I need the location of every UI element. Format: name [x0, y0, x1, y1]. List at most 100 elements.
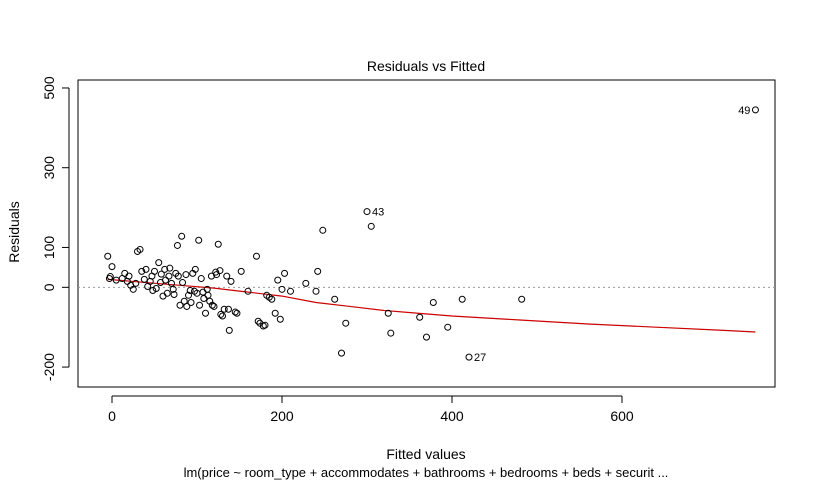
- data-point: [225, 326, 233, 334]
- y-tick-label: -200: [41, 353, 57, 381]
- data-point: [151, 267, 158, 275]
- data-point: [207, 272, 215, 280]
- y-tick-label: 100: [41, 236, 57, 260]
- point-labels: 49 43 27: [372, 105, 750, 364]
- data-point: [302, 279, 310, 287]
- data-point: [174, 272, 182, 280]
- data-point: [224, 305, 232, 313]
- data-point: [196, 301, 204, 309]
- data-point: [458, 295, 466, 303]
- data-point: [165, 272, 173, 280]
- data-point: [121, 269, 129, 277]
- data-point: [276, 315, 284, 323]
- data-point: [271, 309, 279, 317]
- chart-title: Residuals vs Fitted: [367, 58, 485, 74]
- data-point: [237, 267, 245, 275]
- data-point: [278, 285, 286, 293]
- data-point: [312, 287, 320, 295]
- y-axis-label: Residuals: [6, 201, 22, 262]
- plot-frame: [77, 79, 776, 388]
- data-point: [342, 319, 350, 327]
- data-point: [106, 273, 114, 281]
- data-point: [142, 265, 150, 273]
- data-point: [518, 295, 526, 303]
- data-point: [159, 292, 167, 300]
- data-point: [176, 301, 184, 309]
- data-point: [416, 313, 424, 321]
- data-point: [751, 106, 759, 114]
- data-point: [166, 264, 174, 272]
- data-point: [268, 295, 276, 303]
- data-point: [387, 329, 395, 337]
- data-point: [187, 298, 195, 306]
- data-point: [157, 270, 165, 278]
- data-point: [423, 333, 430, 341]
- data-point: [138, 267, 146, 275]
- data-point: [223, 272, 231, 280]
- data-point: [219, 312, 226, 320]
- data-point: [244, 287, 252, 295]
- data-point: [108, 263, 116, 271]
- data-point: [162, 276, 170, 284]
- data-point: [204, 291, 212, 299]
- data-point: [220, 305, 228, 313]
- data-point: [231, 308, 239, 316]
- data-point: [149, 287, 157, 295]
- data-point: [186, 287, 194, 295]
- data-point: [216, 267, 224, 275]
- data-point: [233, 309, 241, 317]
- data-point: [213, 271, 221, 279]
- data-point: [429, 298, 437, 306]
- data-point: [444, 323, 452, 331]
- data-point: [338, 349, 345, 357]
- data-point: [254, 317, 262, 325]
- data-point: [183, 302, 191, 310]
- data-point: [200, 294, 208, 302]
- point-label-27: 27: [474, 352, 486, 364]
- data-point: [129, 285, 137, 293]
- data-point: [168, 279, 175, 287]
- y-tick-label: 500: [41, 76, 57, 100]
- data-point: [217, 310, 225, 318]
- axes: 0 200 400 600 -200 0 100 300 500: [41, 76, 634, 424]
- data-point: [182, 271, 190, 279]
- x-tick-label: 400: [440, 408, 464, 424]
- data-point: [314, 267, 322, 275]
- y-tick-label: 0: [41, 283, 57, 291]
- data-point: [195, 236, 203, 244]
- data-point: [132, 279, 140, 287]
- data-point: [261, 321, 269, 329]
- data-point: [185, 291, 192, 299]
- data-point: [210, 302, 218, 310]
- data-point: [197, 275, 205, 283]
- x-tick-label: 200: [270, 408, 294, 424]
- data-point: [253, 252, 260, 260]
- data-point: [367, 222, 375, 230]
- data-point: [281, 269, 289, 277]
- data-point: [363, 208, 371, 216]
- data-point: [163, 289, 171, 297]
- data-point: [208, 301, 216, 309]
- data-point: [155, 259, 163, 267]
- data-point: [287, 287, 294, 295]
- data-point: [179, 279, 187, 287]
- point-label-43: 43: [372, 207, 384, 219]
- data-point: [170, 291, 178, 299]
- data-point: [173, 241, 181, 249]
- data-point: [331, 295, 339, 303]
- data-point: [227, 277, 235, 285]
- data-point: [384, 309, 392, 317]
- data-point: [202, 309, 209, 317]
- x-tick-label: 600: [610, 408, 634, 424]
- data-point: [140, 275, 148, 283]
- data-point: [104, 252, 112, 260]
- data-point: [274, 276, 282, 284]
- x-axis-label: Fitted values: [386, 446, 465, 462]
- data-point: [214, 240, 222, 248]
- y-tick-label: 300: [41, 156, 57, 180]
- data-point: [152, 285, 160, 293]
- data-point: [123, 277, 131, 285]
- data-point: [178, 232, 186, 240]
- point-label-49: 49: [738, 105, 750, 117]
